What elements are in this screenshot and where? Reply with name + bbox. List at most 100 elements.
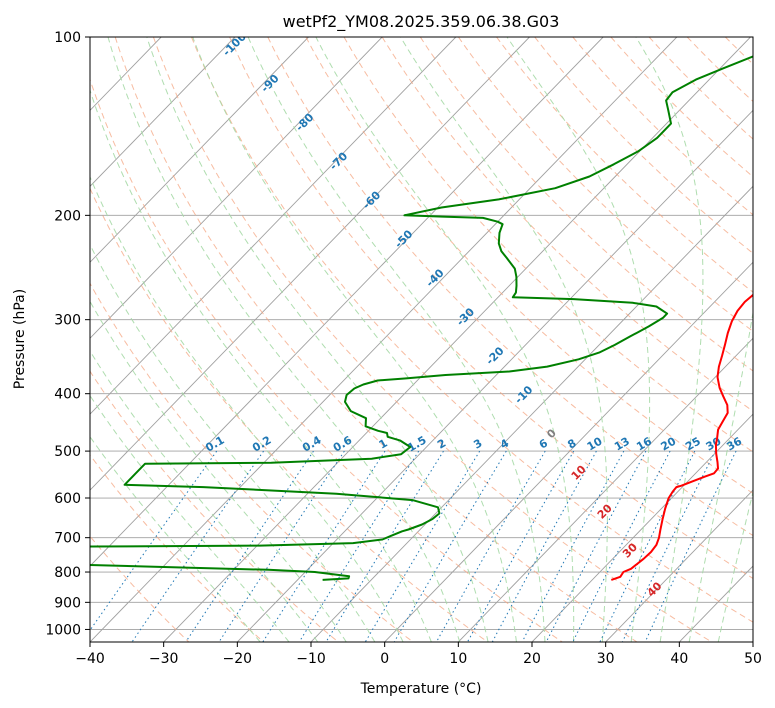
dry-adiabat-label: 20 — [595, 501, 615, 521]
y-tick-label: 700 — [54, 531, 81, 547]
mixing-ratio-line — [644, 450, 737, 642]
mixing-ratio-line — [393, 450, 507, 642]
mixing-ratio-line — [262, 450, 386, 642]
mixing-ratio-line — [467, 450, 575, 642]
dry-adiabat-line — [90, 370, 339, 642]
profiles — [90, 55, 753, 581]
moist-adiabat-line — [688, 309, 753, 642]
dry-adiabat-line — [764, 37, 775, 642]
isopleth-labels: 0.1 0.2 0.4 0.6 1 1.5 2 3 4 6 8 10 13 16 20 25 30 36-100-… — [203, 30, 744, 600]
dry-adiabat-line — [114, 37, 638, 642]
moist-adiabat-line — [90, 394, 290, 642]
isotherm-line — [237, 109, 753, 642]
dry-adiabat-line — [191, 37, 753, 623]
dry-adiabat-label: -50 — [392, 227, 415, 250]
moist-adiabat-line — [90, 88, 432, 642]
y-tick-label: 200 — [54, 208, 81, 224]
dry-adiabat-line — [90, 535, 190, 642]
dry-adiabat-line — [496, 37, 753, 293]
mixing-ratio-label: 1 — [377, 437, 390, 452]
moist-adiabat-line — [107, 37, 461, 642]
moist-adiabat-line — [192, 37, 517, 642]
dry-adiabat-line — [90, 187, 488, 642]
mixing-ratio-label: 6 — [537, 436, 550, 451]
isotherm-line — [90, 37, 530, 491]
x-axis: −40 −30 −20 −10 0 10 20 30 40 50 — [75, 642, 762, 667]
x-tick-label: 30 — [597, 651, 615, 667]
y-tick-label: 1000 — [45, 622, 81, 638]
profile-line — [610, 293, 753, 581]
dry-adiabat-line — [152, 37, 712, 642]
mixing-ratio-line — [218, 450, 345, 642]
moist-adiabat-line — [90, 300, 347, 642]
dry-adiabat-label: 40 — [645, 579, 665, 599]
moist-adiabat-line — [400, 37, 608, 642]
mixing-ratio-line — [325, 450, 444, 642]
x-tick-label: −20 — [223, 651, 253, 667]
mixing-ratio-line — [435, 450, 546, 642]
mixing-ratio-label: 3 — [471, 437, 484, 452]
y-tick-label: 800 — [54, 565, 81, 581]
mixing-ratio-line — [572, 450, 671, 642]
isotherm-line — [752, 641, 753, 642]
dry-adiabat-label: -40 — [423, 266, 446, 289]
mixing-ratio-label: 2 — [435, 437, 448, 452]
dry-adiabat-line — [90, 282, 414, 642]
dry-adiabat-line — [305, 37, 753, 494]
dry-adiabat-label: -30 — [454, 305, 477, 328]
dry-adiabat-label: -100 — [220, 30, 249, 59]
isotherm-line — [384, 261, 753, 642]
isotherm-line — [90, 37, 236, 187]
moist-adiabat-line — [90, 435, 261, 642]
dry-adiabat-label: 10 — [569, 462, 589, 482]
isotherm-line — [605, 489, 753, 642]
dry-adiabat-label: -90 — [258, 72, 281, 95]
profile-line — [90, 55, 753, 581]
dry-adiabat-line — [724, 37, 753, 65]
isotherm-line — [90, 37, 309, 263]
y-axis: 100 200 300 400 500 600 700 800 900 1000 — [45, 30, 90, 638]
x-tick-label: 0 — [380, 651, 389, 667]
x-tick-label: −40 — [75, 651, 105, 667]
dry-adiabat-line — [457, 37, 753, 332]
mixing-ratio-line — [491, 450, 597, 642]
dry-adiabat-label: -10 — [512, 383, 535, 406]
isotherm-line — [90, 37, 678, 642]
moist-adiabat-line — [247, 37, 546, 642]
dry-adiabat-label: 0 — [544, 426, 559, 441]
dry-adiabat-line — [343, 37, 753, 453]
isotherm-line — [90, 37, 604, 567]
moist-adiabat-line — [717, 490, 753, 642]
isotherm-line — [90, 37, 457, 415]
x-tick-label: 40 — [670, 651, 688, 667]
dry-adiabat-line — [229, 37, 753, 579]
mixing-ratio-line — [364, 450, 481, 642]
dry-adiabat-line — [90, 454, 264, 642]
x-tick-label: −30 — [149, 651, 179, 667]
x-tick-label: −10 — [296, 651, 326, 667]
moist-adiabat-line — [146, 37, 489, 642]
dry-adiabat-label: -20 — [483, 344, 506, 367]
x-axis-label: Temperature (°C) — [360, 681, 482, 697]
dry-adiabat-label: 30 — [620, 540, 640, 560]
y-tick-label: 900 — [54, 595, 81, 611]
x-tick-label: 20 — [523, 651, 541, 667]
y-tick-label: 100 — [54, 30, 81, 46]
isotherm-line — [458, 337, 753, 642]
moist-adiabat-line — [90, 175, 404, 642]
isotherm-line — [90, 37, 383, 339]
dry-adiabat-line — [419, 37, 753, 372]
dry-adiabat-line — [267, 37, 753, 537]
moist-adiabat-line — [635, 37, 704, 642]
y-tick-label: 300 — [54, 313, 81, 329]
y-tick-label: 600 — [54, 491, 81, 507]
y-axis-label: Pressure (hPa) — [12, 289, 28, 389]
dry-adiabat-line — [381, 37, 753, 412]
moist-adiabat-line — [90, 243, 376, 642]
isotherm-line — [310, 185, 753, 642]
mixing-ratio-label: 4 — [498, 436, 511, 451]
mixing-ratio-line — [185, 450, 314, 642]
plot-frame — [89, 36, 754, 643]
